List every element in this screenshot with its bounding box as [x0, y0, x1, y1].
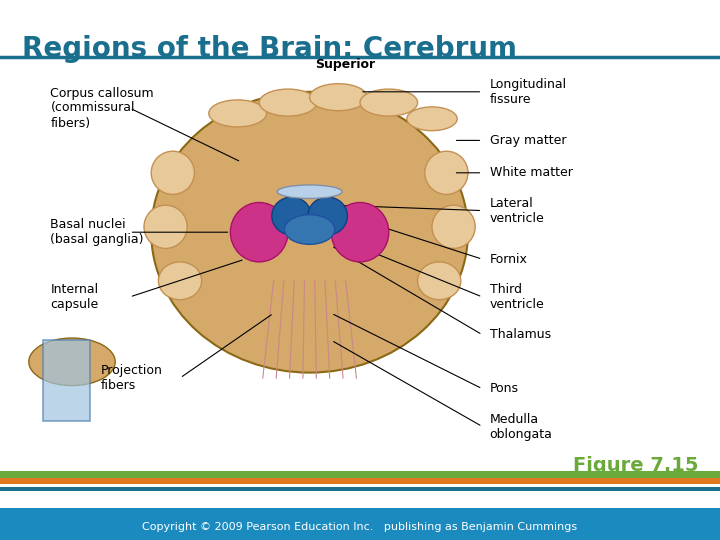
Ellipse shape: [151, 151, 194, 194]
Ellipse shape: [360, 89, 418, 116]
Text: Fornix: Fornix: [490, 253, 528, 266]
Text: Internal
capsule: Internal capsule: [50, 283, 99, 311]
Text: Figure 7.15: Figure 7.15: [573, 456, 698, 475]
Bar: [0, 492, 720, 495]
Bar: [0, 478, 720, 484]
Ellipse shape: [407, 107, 457, 131]
Text: Copyright © 2009 Pearson Education Inc.   publishing as Benjamin Cummings: Copyright © 2009 Pearson Education Inc. …: [143, 522, 577, 531]
Ellipse shape: [29, 338, 115, 386]
Ellipse shape: [272, 197, 312, 235]
Bar: [0, 487, 720, 491]
Ellipse shape: [230, 202, 288, 262]
Text: Medulla
oblongata: Medulla oblongata: [490, 413, 552, 441]
Ellipse shape: [310, 84, 367, 111]
Text: Superior: Superior: [315, 58, 376, 71]
Text: Projection
fibers: Projection fibers: [101, 364, 163, 392]
Text: White matter: White matter: [490, 166, 572, 179]
Text: Gray matter: Gray matter: [490, 134, 566, 147]
Text: Longitudinal
fissure: Longitudinal fissure: [490, 78, 567, 106]
Text: Regions of the Brain: Cerebrum: Regions of the Brain: Cerebrum: [22, 35, 517, 63]
Bar: [43, 340, 90, 421]
Ellipse shape: [418, 262, 461, 300]
Bar: [0, 508, 720, 540]
Text: Basal nuclei
(basal ganglia): Basal nuclei (basal ganglia): [50, 218, 144, 246]
Ellipse shape: [158, 262, 202, 300]
Text: Corpus callosum
(commissural
fibers): Corpus callosum (commissural fibers): [50, 86, 154, 130]
Ellipse shape: [284, 214, 335, 244]
Bar: [0, 471, 720, 478]
Ellipse shape: [331, 202, 389, 262]
Text: Thalamus: Thalamus: [490, 328, 551, 341]
Ellipse shape: [277, 185, 342, 198]
Text: Pons: Pons: [490, 382, 518, 395]
Ellipse shape: [209, 100, 266, 127]
Ellipse shape: [425, 151, 468, 194]
Text: Lateral
ventricle: Lateral ventricle: [490, 197, 544, 225]
Text: Third
ventricle: Third ventricle: [490, 283, 544, 311]
Ellipse shape: [144, 205, 187, 248]
Ellipse shape: [432, 205, 475, 248]
Ellipse shape: [308, 197, 348, 235]
Ellipse shape: [259, 89, 317, 116]
Ellipse shape: [151, 92, 468, 373]
